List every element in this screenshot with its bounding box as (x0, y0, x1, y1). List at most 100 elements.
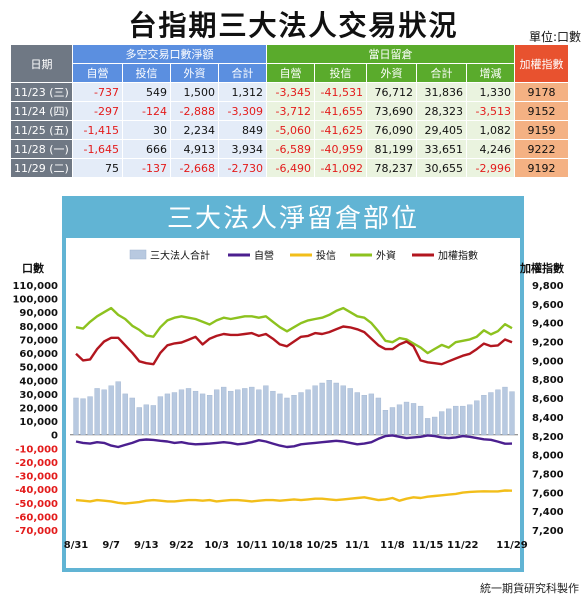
sub-header: 合計 (218, 63, 267, 83)
total-bar (446, 408, 452, 435)
total-bar (235, 389, 241, 435)
open-interest-cell: 30,655 (416, 158, 467, 178)
total-bar (417, 405, 424, 435)
open-interest-cell: 78,237 (366, 158, 417, 178)
legend-item: 自營 (254, 249, 274, 262)
legend-swatch (129, 249, 147, 260)
total-bar (298, 392, 304, 435)
open-interest-cell: -40,959 (314, 139, 367, 159)
legend-item: 投信 (316, 249, 336, 262)
index-cell: 9192 (514, 158, 569, 178)
total-bar (347, 388, 353, 435)
y-tick-right: 8,200 (532, 432, 564, 443)
net-trade-cell: -1,645 (72, 139, 123, 159)
net-trade-cell: -2,668 (170, 158, 219, 178)
net-trade-header: 多空交易口數淨額 (72, 44, 267, 64)
y-tick-left: 20,000 (19, 404, 58, 415)
open-interest-cell: 76,090 (366, 120, 417, 140)
y-tick-right: 9,800 (532, 281, 564, 292)
total-bar (375, 397, 382, 435)
y-tick-left: -30,000 (15, 472, 58, 483)
x-tick-label: 10/18 (271, 540, 303, 551)
net-trade-cell: 1,312 (218, 82, 267, 102)
total-bar (439, 411, 445, 435)
y-tick-left: -20,000 (15, 458, 58, 469)
open-interest-cell: 4,246 (466, 139, 515, 159)
total-bar (80, 398, 86, 435)
x-tick-label: 11/15 (412, 540, 444, 551)
total-bar (157, 396, 164, 435)
open-interest-cell: 81,199 (366, 139, 417, 159)
y-tick-left: -40,000 (15, 485, 58, 496)
total-bar (150, 405, 157, 435)
x-tick-label: 11/1 (345, 540, 370, 551)
x-tick-label: 10/25 (306, 540, 338, 551)
net-trade-cell: 849 (218, 120, 267, 140)
open-interest-cell: -2,996 (466, 158, 515, 178)
total-bar (403, 401, 410, 435)
net-trade-cell: -737 (72, 82, 123, 102)
open-interest-cell: -3,345 (266, 82, 315, 102)
total-bar (284, 397, 290, 435)
table-row: 11/29 (二) 75 -137 -2,668 -2,730 -6,490 -41,092… (10, 158, 569, 178)
x-tick-label: 9/7 (102, 540, 120, 551)
total-bar (178, 389, 185, 435)
net-trade-cell: 3,934 (218, 139, 267, 159)
y-tick-right: 8,600 (532, 394, 564, 405)
total-bar (192, 390, 199, 435)
total-bar (460, 405, 466, 435)
total-bar (396, 404, 403, 435)
total-bar (143, 404, 149, 435)
total-bar (474, 400, 480, 435)
total-bar (256, 389, 262, 435)
total-bar (340, 385, 346, 435)
y-tick-right: 7,200 (532, 526, 564, 537)
open-interest-cell: 73,690 (366, 101, 417, 121)
x-tick-label: 8/31 (64, 540, 89, 551)
credit-label: 統一期貨研究科製作 (480, 582, 579, 595)
total-bar (312, 385, 318, 435)
y-tick-left: -70,000 (15, 526, 58, 537)
open-interest-cell: 31,836 (416, 82, 467, 102)
total-bar (431, 416, 438, 435)
y-tick-left: 100,000 (12, 295, 58, 306)
net-trade-cell: 1,500 (170, 82, 219, 102)
y-tick-left: 90,000 (19, 308, 58, 319)
legend-item: 三大法人合計 (150, 249, 210, 262)
net-trade-cell: -2,730 (218, 158, 267, 178)
total-bar (164, 393, 171, 435)
x-tick-label: 11/8 (380, 540, 405, 551)
y-tick-right: 9,600 (532, 300, 564, 311)
total-bar (73, 397, 79, 435)
total-bar (495, 389, 501, 435)
total-bar (361, 395, 367, 435)
total-bar (136, 407, 142, 435)
total-bar (481, 395, 487, 435)
open-interest-header: 當日留倉 (266, 44, 515, 64)
net-trade-cell: 666 (122, 139, 171, 159)
total-bar (410, 403, 417, 435)
sub-header: 增減 (466, 63, 515, 83)
total-bar (263, 385, 269, 435)
open-interest-cell: 33,651 (416, 139, 467, 159)
y-tick-left: 10,000 (19, 417, 58, 428)
y-tick-left: -10,000 (15, 444, 58, 455)
total-bar (129, 397, 135, 435)
net-trade-cell: -1,415 (72, 120, 123, 140)
total-bar (382, 410, 389, 435)
total-bar (467, 404, 473, 435)
sub-header: 投信 (314, 63, 367, 83)
net-trade-cell: -2,888 (170, 101, 219, 121)
y-tick-right: 8,000 (532, 451, 564, 462)
total-bar (389, 407, 396, 435)
total-bar (108, 385, 114, 435)
total-bar (305, 389, 311, 435)
table-row: 11/24 (四) -297 -124 -2,888 -3,309 -3,712 -41,6… (10, 101, 569, 121)
y-tick-right: 8,800 (532, 375, 564, 386)
y-tick-left: 60,000 (19, 349, 58, 360)
total-bar (488, 392, 494, 435)
legend-item: 加權指數 (438, 249, 478, 262)
date-header: 日期 (10, 44, 73, 83)
total-bar (502, 386, 508, 435)
total-bar (213, 389, 220, 435)
